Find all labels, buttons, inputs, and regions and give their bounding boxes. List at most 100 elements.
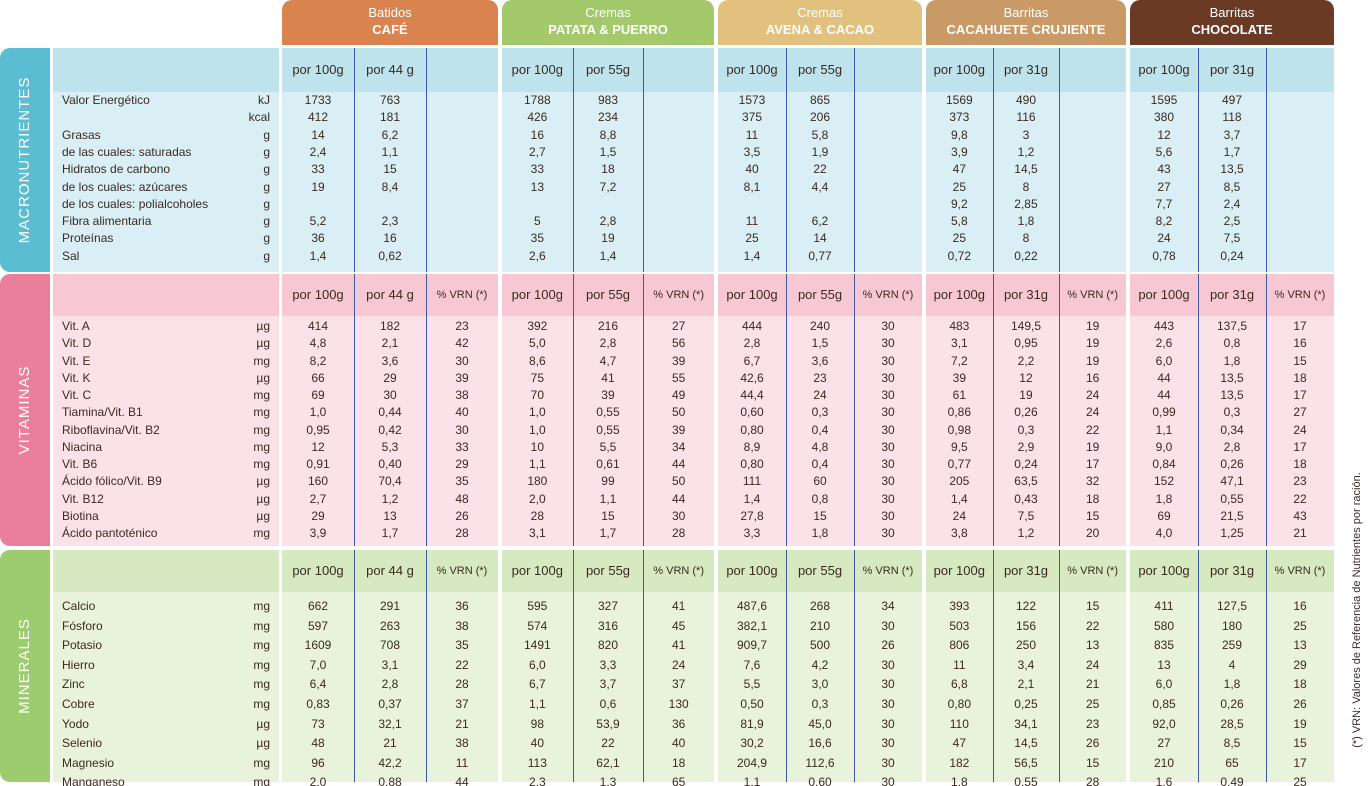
nutrient-name: Biotina bbox=[62, 508, 99, 523]
column-divider bbox=[354, 48, 355, 272]
product-header bbox=[282, 550, 498, 592]
cell-value: 2,5 bbox=[1223, 214, 1241, 229]
nutrient-name: Vit. C bbox=[62, 388, 92, 402]
column-header: por 100g bbox=[511, 563, 563, 578]
column-divider bbox=[1266, 550, 1267, 782]
unit: mg bbox=[253, 388, 270, 402]
cell-value: 27 bbox=[1157, 736, 1171, 751]
cell-value: 1,4 bbox=[309, 248, 327, 263]
cell-value: 1,1 bbox=[528, 457, 546, 471]
column-divider bbox=[993, 274, 994, 546]
cell-value: 60 bbox=[813, 474, 827, 489]
cell-value: 15 bbox=[1293, 353, 1307, 368]
cell-value: 9,2 bbox=[950, 196, 968, 211]
cell-value: 763 bbox=[379, 93, 401, 107]
product-line2: CACAHUETE CRUJIENTE bbox=[946, 22, 1106, 37]
cell-value: 1,0 bbox=[528, 405, 546, 420]
cell-value: 30 bbox=[881, 657, 895, 672]
cell-value: 2,0 bbox=[309, 775, 327, 786]
cell-value: 55 bbox=[671, 370, 686, 385]
product-header bbox=[926, 274, 1126, 316]
product-header bbox=[926, 550, 1126, 592]
cell-value: 5,6 bbox=[1155, 144, 1173, 159]
nutrient-name: Selenio bbox=[62, 736, 103, 751]
cell-value: 33 bbox=[311, 162, 325, 177]
cell-value: 4,2 bbox=[811, 657, 829, 672]
product-header bbox=[926, 48, 1126, 92]
cell-value: 15 bbox=[1085, 755, 1100, 770]
cell-value: 70,4 bbox=[378, 474, 402, 489]
cell-value: 0,83 bbox=[306, 697, 330, 711]
cell-value: 216 bbox=[597, 319, 618, 333]
cell-value: 39 bbox=[601, 388, 615, 402]
cell-value: 0,99 bbox=[1152, 405, 1176, 420]
cell-value: 39 bbox=[671, 353, 686, 368]
cell-value: 1,0 bbox=[528, 422, 546, 437]
column-header: % VRN (*) bbox=[1274, 565, 1326, 577]
unit: mg bbox=[253, 353, 270, 368]
cell-value: 28 bbox=[671, 526, 686, 540]
product-block bbox=[1130, 274, 1334, 546]
cell-value: 30 bbox=[881, 370, 895, 385]
cell-value: 152 bbox=[1153, 474, 1175, 489]
nutrient-name: Calcio bbox=[62, 599, 96, 613]
cell-value: 25 bbox=[745, 231, 759, 246]
cell-value: 1491 bbox=[523, 638, 551, 653]
cell-value: 5,3 bbox=[381, 439, 399, 454]
cell-value: 47 bbox=[952, 162, 966, 177]
nutrient-name: Potasio bbox=[62, 638, 103, 653]
cell-value: 0,55 bbox=[1014, 775, 1038, 786]
cell-value: 8,1 bbox=[743, 179, 761, 194]
cell-value: 4,0 bbox=[1155, 526, 1173, 540]
cell-value: 25 bbox=[1293, 775, 1307, 786]
column-header: % VRN (*) bbox=[862, 565, 914, 577]
cell-value: 0,26 bbox=[1014, 405, 1038, 420]
cell-value: 28 bbox=[455, 677, 469, 692]
unit: µg bbox=[256, 491, 270, 506]
section-tab bbox=[0, 274, 50, 546]
unit: µg bbox=[256, 716, 270, 731]
column-header: por 44 g bbox=[366, 62, 414, 77]
cell-value: 24 bbox=[1157, 231, 1171, 246]
nutrient-name: Vit. B6 bbox=[62, 457, 98, 471]
cell-value: 50 bbox=[671, 474, 686, 489]
column-header: % VRN (*) bbox=[1067, 565, 1119, 577]
cell-value: 411 bbox=[1154, 599, 1174, 613]
column-header: % VRN (*) bbox=[1067, 289, 1119, 301]
cell-value: 13 bbox=[1085, 638, 1100, 653]
cell-value: 32 bbox=[1085, 474, 1100, 489]
cell-value: 0,49 bbox=[1220, 775, 1244, 786]
cell-value: 373 bbox=[949, 110, 970, 125]
section-title: MACRONUTRIENTES bbox=[16, 76, 33, 244]
cell-value: 1733 bbox=[304, 93, 332, 107]
cell-value: 316 bbox=[597, 618, 618, 633]
cell-value: 27 bbox=[671, 319, 686, 333]
cell-value: 180 bbox=[527, 474, 548, 489]
cell-value: 116 bbox=[1016, 110, 1036, 125]
cell-value: 835 bbox=[1153, 638, 1175, 653]
cell-value: 47 bbox=[952, 736, 966, 751]
column-header: por 100g bbox=[726, 563, 778, 578]
cell-value: 48 bbox=[311, 736, 325, 751]
cell-value: 1,6 bbox=[1155, 775, 1173, 786]
cell-value: 4,4 bbox=[811, 179, 829, 194]
cell-value: 490 bbox=[1015, 93, 1036, 107]
product-header bbox=[502, 550, 714, 592]
cell-value: 0,43 bbox=[1014, 491, 1038, 506]
column-divider bbox=[643, 48, 644, 272]
product-tab bbox=[926, 0, 1126, 45]
nutrient-name: Niacina bbox=[62, 439, 103, 454]
cell-value: 204,9 bbox=[736, 755, 768, 770]
column-header: por 55g bbox=[797, 62, 843, 77]
cell-value: 503 bbox=[949, 618, 970, 633]
column-header: por 55g bbox=[585, 287, 631, 302]
cell-value: 18 bbox=[1293, 370, 1307, 385]
cell-value: 44,4 bbox=[740, 388, 764, 402]
cell-value: 0,61 bbox=[596, 457, 620, 471]
cell-value: 206 bbox=[809, 110, 831, 125]
cell-value: 42,2 bbox=[378, 755, 402, 770]
cell-value: 28 bbox=[530, 508, 544, 523]
cell-value: 39 bbox=[952, 370, 966, 385]
unit: µg bbox=[256, 336, 270, 351]
cell-value: 210 bbox=[1153, 755, 1175, 770]
